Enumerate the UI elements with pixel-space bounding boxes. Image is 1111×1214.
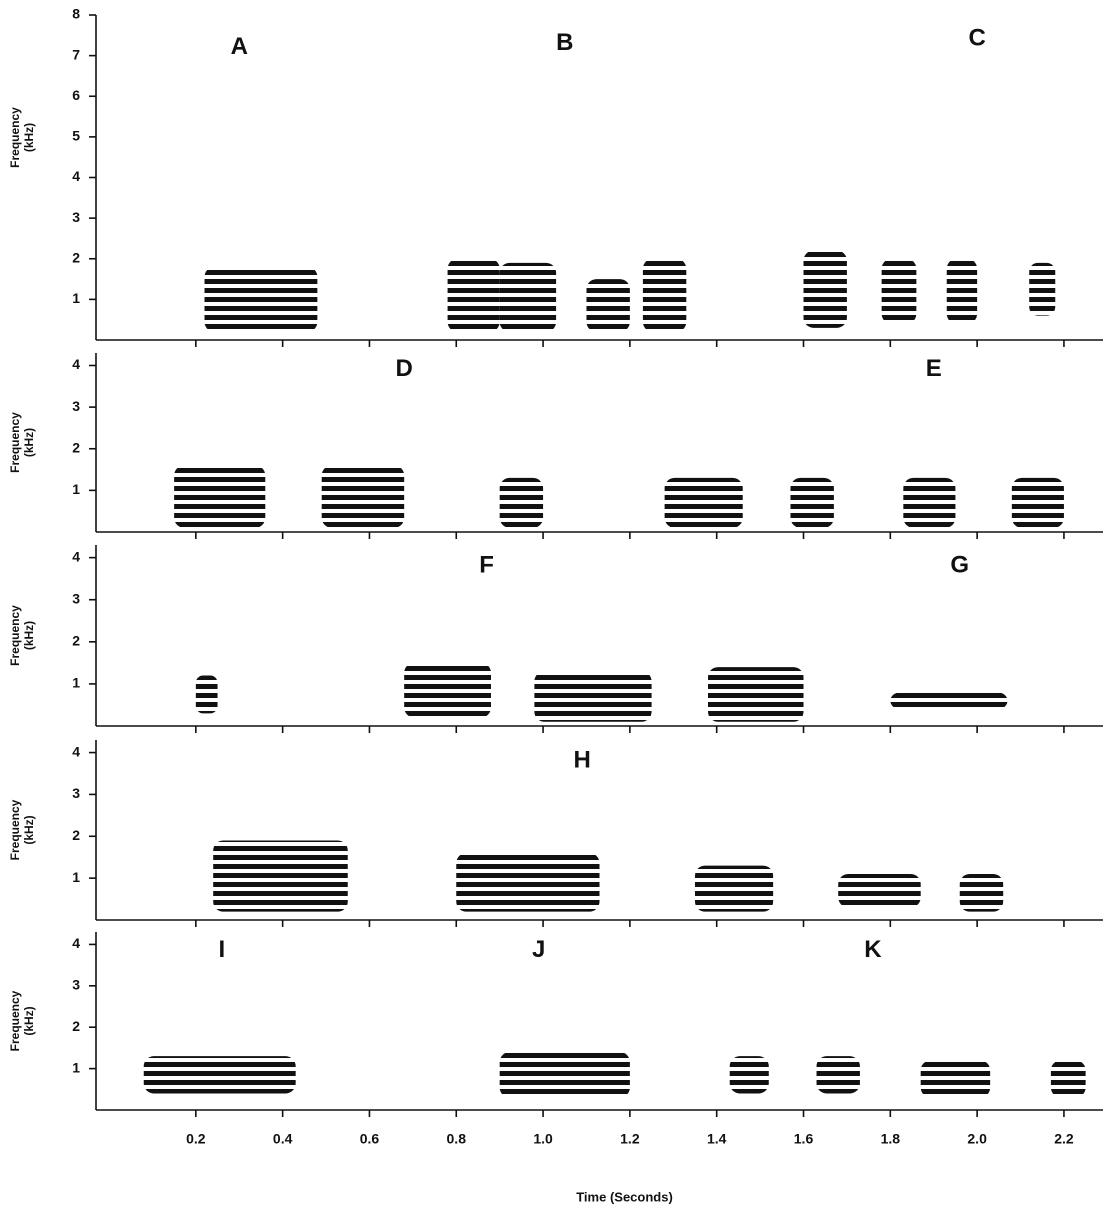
call (144, 1056, 296, 1093)
y-tick-label: 3 (72, 209, 80, 225)
call (196, 675, 218, 713)
x-tick-label: 0.8 (447, 1131, 467, 1147)
call (903, 478, 955, 528)
x-tick-label: 2.0 (967, 1131, 987, 1147)
call (817, 1056, 860, 1093)
call (174, 465, 265, 527)
y-tick-label: 7 (72, 46, 80, 62)
call-letter: J (532, 936, 545, 963)
call (322, 465, 404, 527)
call (665, 478, 743, 528)
call (643, 259, 686, 332)
call (921, 1060, 990, 1097)
x-tick-label: 1.8 (881, 1131, 901, 1147)
call-letter: K (864, 936, 882, 963)
y-tick-label: 2 (72, 633, 80, 649)
call (500, 1052, 630, 1098)
call-letter: H (573, 746, 590, 773)
x-tick-label: 0.4 (273, 1131, 293, 1147)
call (838, 874, 920, 907)
y-tick-label: 5 (72, 128, 80, 144)
y-tick-label: 4 (72, 168, 80, 184)
y-axis-label: Frequency (8, 412, 22, 473)
y-tick-label: 8 (72, 6, 80, 22)
call-letter: F (479, 551, 494, 578)
call (882, 259, 917, 324)
x-tick-label: 2.2 (1054, 1131, 1074, 1147)
call (205, 267, 318, 332)
y-tick-label: 3 (72, 785, 80, 801)
y-axis-label: Frequency (8, 990, 22, 1051)
y-tick-label: 4 (72, 356, 80, 372)
x-tick-label: 0.6 (360, 1131, 380, 1147)
y-tick-label: 1 (72, 1059, 80, 1075)
call-letter: I (219, 936, 226, 963)
call (960, 874, 1003, 912)
call-letter: C (968, 25, 985, 52)
call (586, 279, 629, 332)
call (500, 263, 556, 332)
call (695, 866, 773, 912)
call-letter: E (926, 355, 942, 382)
call-letter: A (231, 33, 248, 60)
y-axis-label: Frequency (8, 799, 22, 860)
call (213, 840, 348, 911)
y-tick-label: 1 (72, 481, 80, 497)
call-letter: D (396, 355, 413, 382)
call (730, 1056, 769, 1093)
x-tick-label: 1.0 (533, 1131, 553, 1147)
y-tick-label: 4 (72, 743, 80, 759)
y-tick-label: 4 (72, 935, 80, 951)
call (500, 478, 543, 528)
call (404, 663, 491, 718)
y-tick-label: 6 (72, 87, 80, 103)
call-letter: B (556, 29, 573, 56)
y-tick-label: 1 (72, 290, 80, 306)
call (804, 251, 847, 328)
call (947, 259, 977, 324)
call-letter: G (950, 551, 969, 578)
y-tick-label: 2 (72, 827, 80, 843)
y-tick-label: 4 (72, 548, 80, 564)
figure: Frequency(kHz)12345678ABCFrequency(kHz)1… (0, 0, 1111, 1214)
call (890, 692, 1007, 709)
y-tick-label: 3 (72, 398, 80, 414)
y-tick-label: 1 (72, 869, 80, 885)
y-tick-label: 3 (72, 977, 80, 993)
call (448, 259, 500, 332)
call (1029, 263, 1055, 316)
x-tick-label: 1.6 (794, 1131, 814, 1147)
y-tick-label: 1 (72, 675, 80, 691)
y-axis-label: Frequency (8, 107, 22, 168)
call (790, 478, 833, 528)
y-axis-label: Frequency (8, 605, 22, 666)
call (1012, 478, 1064, 528)
call (534, 671, 651, 722)
x-tick-label: 1.4 (707, 1131, 727, 1147)
call (1051, 1060, 1086, 1097)
y-axis-label: (kHz) (22, 1006, 36, 1035)
y-tick-label: 2 (72, 249, 80, 265)
y-axis-label: (kHz) (22, 621, 36, 650)
y-axis-label: (kHz) (22, 815, 36, 844)
call (456, 853, 599, 912)
y-tick-label: 2 (72, 1018, 80, 1034)
y-tick-label: 2 (72, 439, 80, 455)
x-tick-label: 0.2 (186, 1131, 206, 1147)
y-axis-label: (kHz) (22, 428, 36, 457)
x-axis-label: Time (Seconds) (576, 1189, 673, 1204)
y-axis-label: (kHz) (22, 123, 36, 152)
x-tick-label: 1.2 (620, 1131, 640, 1147)
call (708, 667, 803, 722)
y-tick-label: 3 (72, 590, 80, 606)
